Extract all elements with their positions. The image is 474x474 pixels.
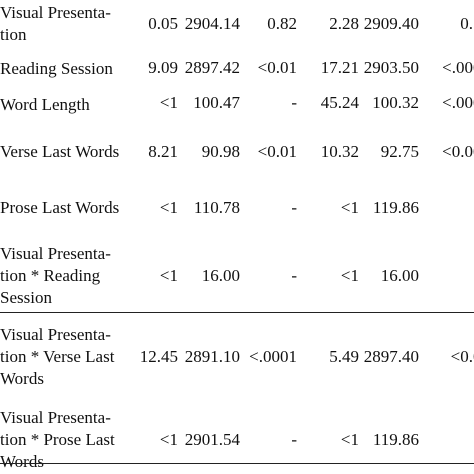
cell-value: - [291, 93, 297, 112]
row-label: Visual Presenta-tion [0, 3, 111, 44]
cell-value: 92.75 [380, 142, 419, 161]
cell-value: 119.86 [372, 430, 419, 449]
cell-value: 45.24 [320, 93, 359, 112]
row-label: Visual Presenta-tion * Prose Last Words [0, 408, 115, 471]
row-label: Visual Presenta-tion * Reading Session [0, 244, 111, 307]
cell-value: 2904.14 [184, 14, 240, 33]
cell-value: 2891.10 [178, 312, 240, 393]
cell-value: 17.21 [320, 58, 359, 77]
cell-value: <1 [159, 430, 178, 449]
cell-value: <1 [340, 198, 359, 217]
cell-value: <0.01 [257, 142, 297, 161]
cell-value: 12.45 [134, 312, 178, 393]
cell-value: 2909.40 [363, 14, 419, 33]
row-label: Word Length [0, 95, 90, 114]
cell-value: 2903.50 [363, 58, 419, 77]
cell-value: <.0001 [442, 93, 474, 112]
cell-value: 0.05 [148, 14, 178, 33]
cell-value: <1 [159, 198, 178, 217]
cell-value: - [291, 198, 297, 217]
cell-value: - [419, 176, 474, 232]
table-row: Visual Presenta-tion * Reading Session <… [0, 232, 474, 313]
cell-value: 10.32 [320, 142, 359, 161]
table-row: Word Length <1 100.47 - 45.24 100.32 <.0… [0, 81, 474, 118]
row-label: Prose Last Words [0, 198, 120, 217]
row-label: Reading Session [0, 59, 113, 78]
cell-value: <0.05 [419, 312, 474, 393]
cell-value: <1 [340, 430, 359, 449]
table-row: Reading Session 9.09 2897.42 <0.01 17.21… [0, 48, 474, 81]
cell-value: <1 [159, 93, 178, 112]
table-row: Prose Last Words <1 110.78 - <1 119.86 - [0, 176, 474, 232]
cell-value: - [419, 393, 474, 473]
cell-value: <0.01 [257, 58, 297, 77]
cell-value: 0.13 [460, 14, 474, 33]
table-row: Visual Presenta-tion * Verse Last Words … [0, 312, 474, 393]
cell-value: - [291, 266, 297, 285]
cell-value: <.0001 [240, 312, 297, 393]
cell-value: 2901.54 [184, 430, 240, 449]
row-label: Verse Last Words [0, 142, 120, 161]
cell-value: - [419, 232, 474, 313]
cell-value: 5.49 [297, 312, 359, 393]
table-row: Visual Presenta-tion * Prose Last Words … [0, 393, 474, 473]
cell-value: <.0001 [442, 58, 474, 77]
cell-value: 119.86 [372, 198, 419, 217]
table-bottom-rule [0, 463, 474, 464]
table-row: Verse Last Words 8.21 90.98 <0.01 10.32 … [0, 118, 474, 176]
cell-value: 2897.42 [184, 58, 240, 77]
cell-value: 100.32 [372, 93, 419, 112]
cell-value: 100.47 [193, 93, 240, 112]
cell-value: - [291, 430, 297, 449]
cell-value: 110.78 [193, 198, 240, 217]
cell-value: 16.00 [201, 266, 240, 285]
cell-value: 0.82 [267, 14, 297, 33]
cell-value: 8.21 [148, 142, 178, 161]
cell-value: 9.09 [148, 58, 178, 77]
cell-value: 90.98 [201, 142, 240, 161]
cell-value: 2897.40 [359, 312, 419, 393]
row-label: Visual Presenta-tion * Verse Last Words [0, 312, 134, 393]
cell-value: 16.00 [380, 266, 419, 285]
cell-value: <0.001 [442, 142, 474, 161]
cell-value: <1 [159, 266, 178, 285]
table-row: Visual Presenta-tion 0.05 2904.14 0.82 2… [0, 0, 474, 48]
cell-value: <1 [340, 266, 359, 285]
cell-value: 2.28 [329, 14, 359, 33]
